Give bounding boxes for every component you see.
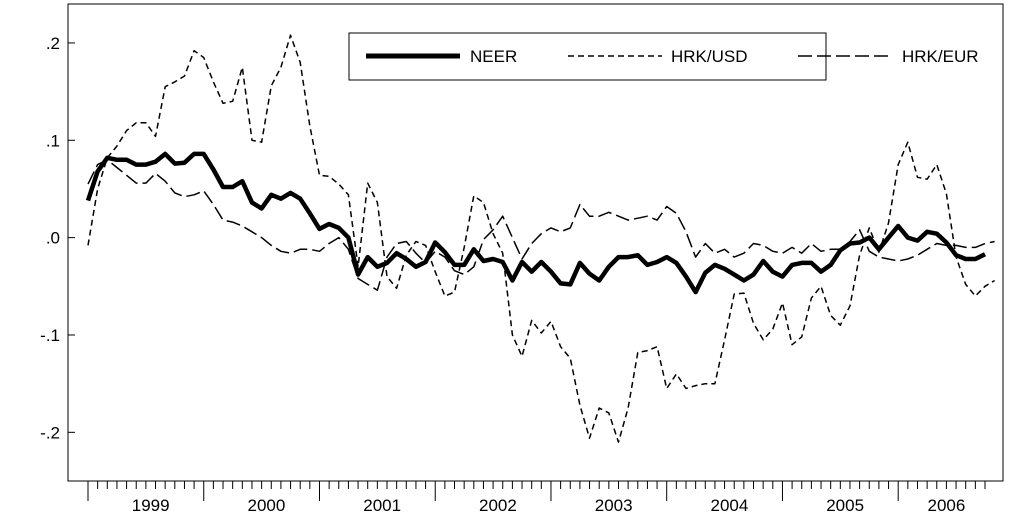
x-tick-label: 1999 (132, 496, 170, 515)
x-tick-label: 2004 (710, 496, 748, 515)
x-tick-label: 2003 (595, 496, 633, 515)
series-line-hrk-eur (87, 159, 995, 291)
legend: NEER HRK/USD HRK/EUR (348, 32, 979, 81)
y-tick-label: -.2 (40, 423, 60, 442)
y-tick-label: -.1 (40, 326, 60, 345)
x-tick-label: 2005 (826, 496, 864, 515)
plot-frame (67, 3, 1004, 482)
legend-label-neer: NEER (470, 47, 517, 66)
y-tick-label: .1 (46, 131, 60, 150)
series-line-neer (85, 151, 987, 295)
series-layer (85, 34, 995, 443)
y-tick-label: .0 (46, 229, 60, 248)
x-tick-label: 2001 (363, 496, 401, 515)
y-axis: .2 .1 .0 -.1 -.2 (40, 34, 75, 442)
series-line-hrk-usd (87, 34, 995, 443)
y-tick-label: .2 (46, 34, 60, 53)
x-tick-label: 2006 (928, 496, 966, 515)
legend-label-hrk-usd: HRK/USD (671, 47, 748, 66)
x-tick-label: 2002 (479, 496, 517, 515)
x-tick-label: 2000 (248, 496, 286, 515)
x-axis: 1999 2000 2001 2002 2003 2004 2005 2006 (87, 481, 986, 515)
legend-label-hrk-eur: HRK/EUR (902, 47, 979, 66)
